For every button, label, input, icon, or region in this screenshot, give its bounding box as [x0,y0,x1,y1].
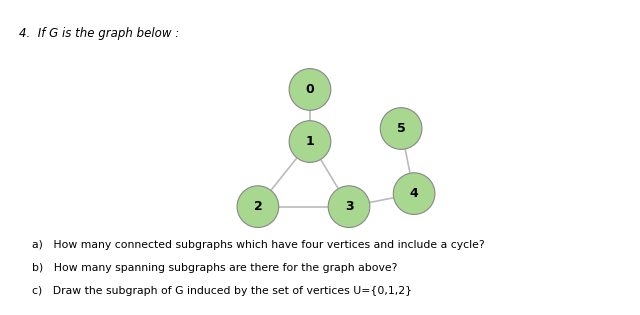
Text: a)   How many connected subgraphs which have four vertices and include a cycle?: a) How many connected subgraphs which ha… [32,240,484,250]
Circle shape [237,186,278,227]
Circle shape [380,108,422,149]
Circle shape [289,121,331,162]
Text: 4.  If G is the graph below :: 4. If G is the graph below : [19,26,179,40]
Text: c)   Draw the subgraph of G induced by the set of vertices U={0,1,2}: c) Draw the subgraph of G induced by the… [32,285,412,295]
Circle shape [394,173,435,215]
Text: b)   How many spanning subgraphs are there for the graph above?: b) How many spanning subgraphs are there… [32,263,397,272]
Circle shape [328,186,370,227]
Circle shape [289,69,331,110]
Text: 3: 3 [345,200,353,213]
Text: 0: 0 [305,83,314,96]
Text: 2: 2 [253,200,262,213]
Text: 4: 4 [410,187,419,200]
Text: 5: 5 [397,122,406,135]
Text: 1: 1 [305,135,314,148]
